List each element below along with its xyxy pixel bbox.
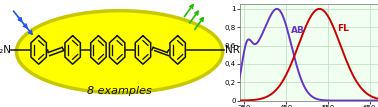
- Text: 8 examples: 8 examples: [87, 86, 152, 96]
- Text: R₂N: R₂N: [0, 45, 11, 55]
- Ellipse shape: [16, 11, 223, 93]
- Text: AB: AB: [291, 26, 305, 35]
- Text: NR₂: NR₂: [225, 45, 244, 55]
- Text: FL: FL: [337, 24, 349, 33]
